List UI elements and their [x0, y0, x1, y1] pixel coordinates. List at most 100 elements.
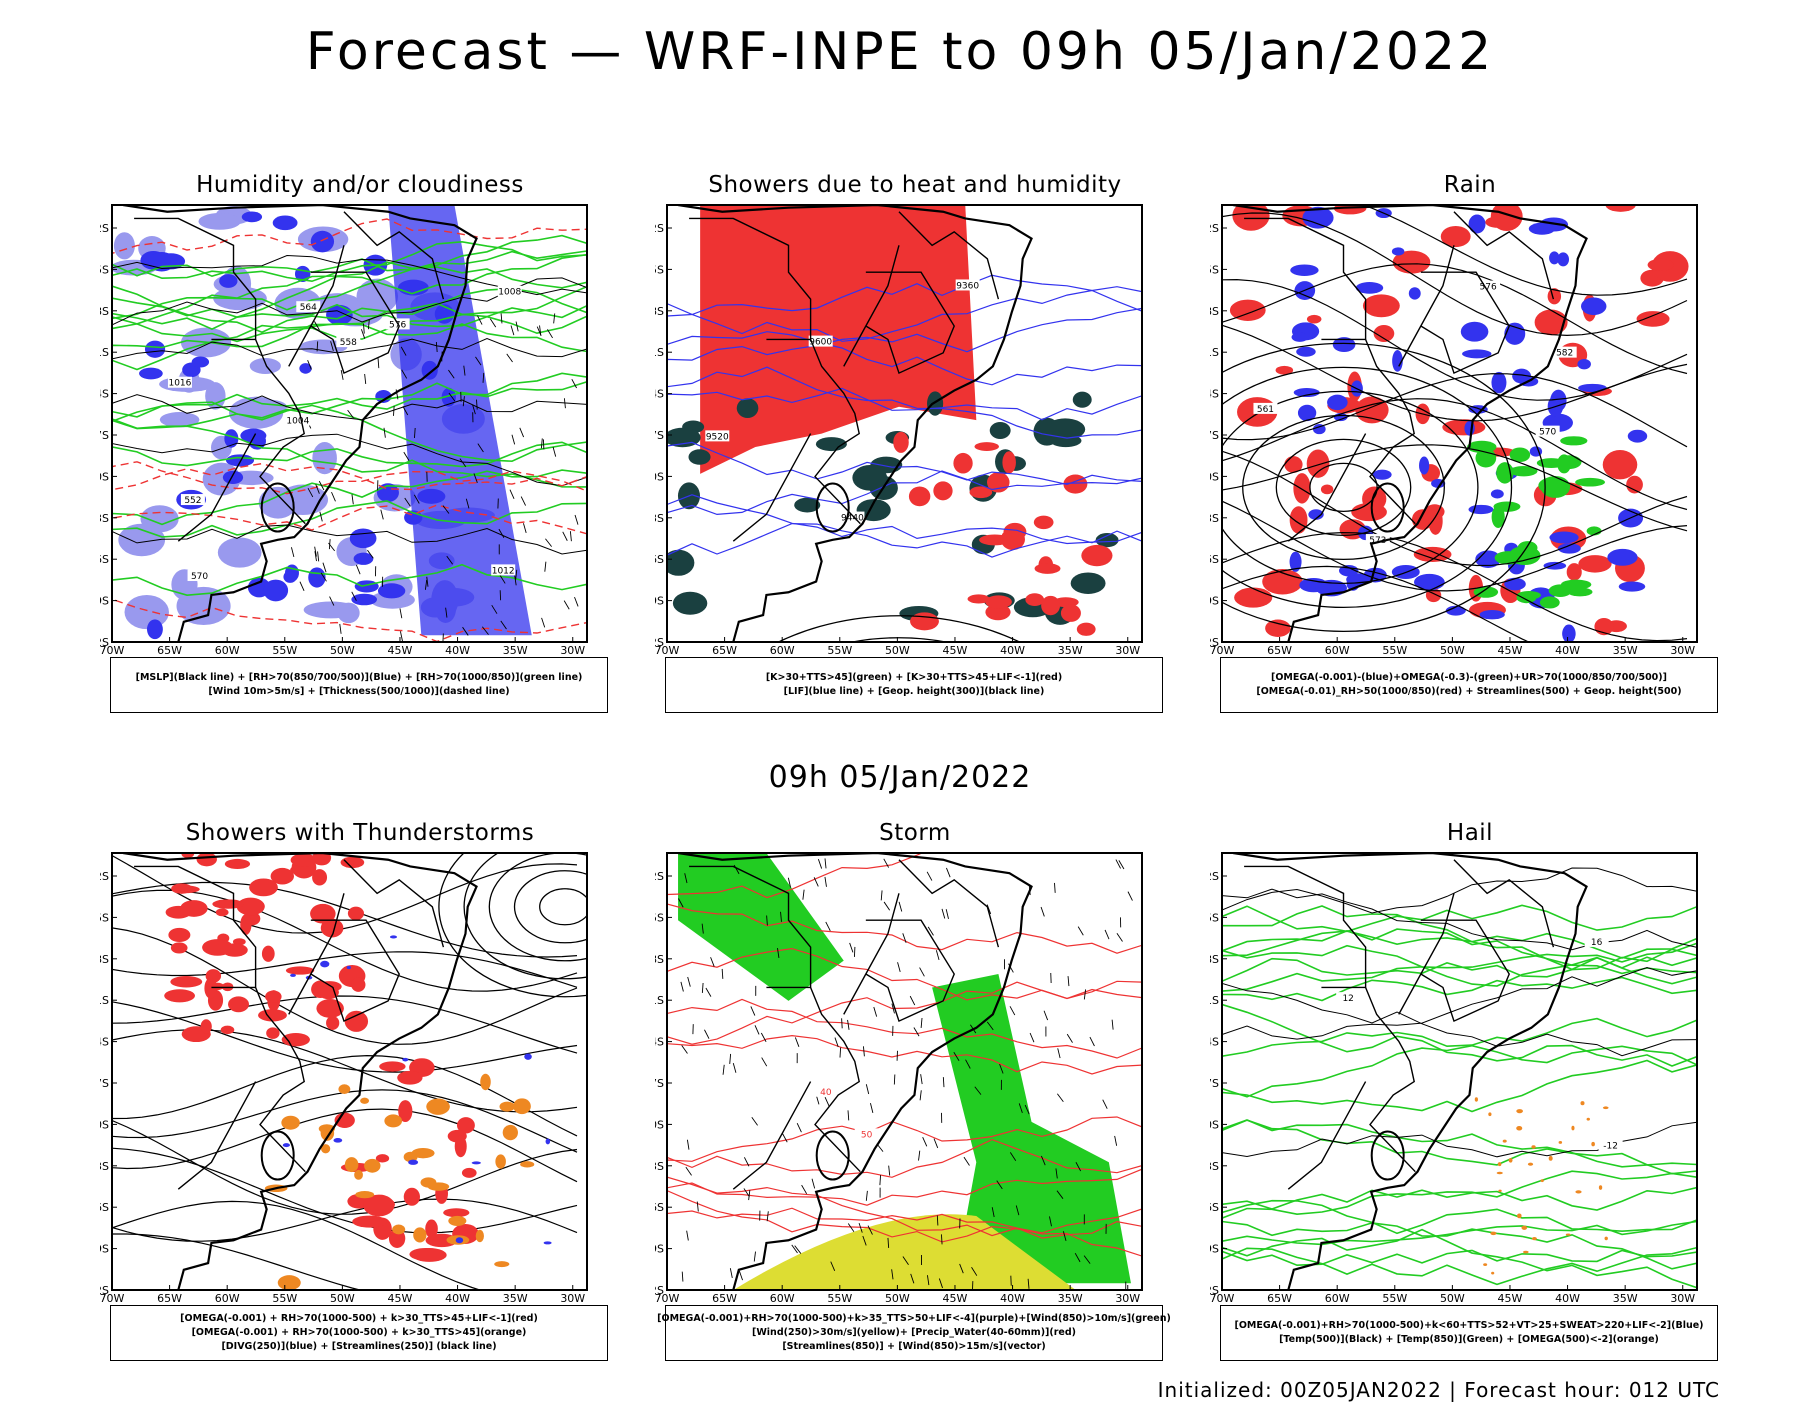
thunderstorm-area — [240, 914, 251, 935]
omega-red-area — [1626, 476, 1643, 494]
omega-red-area — [1293, 473, 1310, 503]
omega-blue-area — [1491, 489, 1504, 498]
rh-area — [145, 341, 165, 358]
omega-500-spot — [1516, 1109, 1523, 1113]
instability-area — [338, 1084, 350, 1094]
lon-tick-label: 35W — [1613, 644, 1638, 655]
omega-blue-area — [1562, 625, 1575, 643]
legend-box: [OMEGA(-0.001) + RH>70(1000-500) + k>30_… — [110, 1305, 608, 1361]
legend-line: [MSLP](Black line) + [RH>70(850/700/500)… — [136, 671, 583, 685]
omega-blue-area — [1461, 322, 1489, 342]
lon-tick-label: 60W — [215, 1292, 240, 1303]
lat-tick-label: 33S — [1210, 1160, 1219, 1173]
lon-tick-label: 45W — [1498, 1292, 1523, 1303]
cape-area — [910, 612, 939, 630]
contour-label: 40 — [820, 1088, 832, 1098]
lon-tick-label: 50W — [330, 644, 355, 655]
rh-light-area — [250, 358, 281, 374]
lat-tick-label: 12S — [655, 870, 664, 883]
contour-label: 1008 — [498, 288, 521, 298]
panel-title: Humidity and/or cloudiness — [100, 172, 620, 198]
omega-blue-area — [1491, 372, 1506, 393]
thunderstorm-area — [180, 900, 207, 917]
omega-green-area — [1560, 436, 1587, 445]
contour-label: 582 — [1556, 349, 1573, 359]
omega-500-spot — [1491, 1272, 1494, 1275]
legend-line: [OMEGA(-0.001) + RH>70(1000-500) + k>30_… — [192, 1326, 527, 1340]
thunderstorm-area — [266, 1027, 279, 1039]
contour-label: 552 — [184, 496, 201, 506]
omega-500-spot — [1490, 1232, 1496, 1236]
omega-500-spot — [1509, 1158, 1513, 1163]
omega-blue-area — [1549, 532, 1578, 544]
omega-blue-area — [1414, 574, 1445, 590]
thunderstorm-area — [286, 966, 314, 974]
legend-box: [MSLP](Black line) + [RH>70(850/700/500)… — [110, 657, 608, 713]
lon-tick-label: 30W — [1115, 644, 1140, 655]
lat-tick-label: 27S — [100, 1077, 109, 1090]
rh-area — [283, 571, 296, 583]
omega-500-spot — [1498, 1190, 1501, 1192]
rh-area — [219, 274, 237, 288]
omega-500-spot — [1523, 1251, 1529, 1254]
rh-area — [273, 215, 298, 230]
lat-tick-label: 24S — [655, 388, 664, 401]
contour-label: 570 — [1539, 428, 1556, 438]
lat-tick-label: 12S — [1210, 870, 1219, 883]
lat-tick-label: 15S — [1210, 911, 1219, 924]
lat-tick-label: 15S — [1210, 263, 1219, 276]
omega-blue-area — [1544, 562, 1567, 570]
omega-500-spot — [1603, 1106, 1609, 1109]
instability-area — [360, 1098, 369, 1104]
thunderstorm-area — [212, 899, 244, 908]
wind-arrow — [317, 341, 318, 351]
lon-tick-label: 45W — [1498, 644, 1523, 655]
lat-tick-label: 12S — [100, 222, 109, 235]
cape-area — [893, 432, 908, 453]
thunderstorm-area — [312, 869, 327, 885]
k-index-area — [737, 398, 759, 418]
k-index-area — [688, 449, 710, 464]
panel-storm: Storm 504012S15S18S21S24S27S30S33S36S39S… — [655, 820, 1175, 1390]
lat-tick-label: 36S — [1210, 1201, 1219, 1214]
thunderstorm-area — [228, 996, 249, 1012]
thunderstorm-area — [225, 859, 250, 869]
omega-blue-area — [1578, 384, 1607, 392]
divergence-spot — [544, 1241, 552, 1244]
lon-tick-label: 45W — [943, 1292, 968, 1303]
omega-500-spot — [1516, 1126, 1522, 1131]
lat-tick-label: 27S — [655, 429, 664, 442]
lon-tick-label: 35W — [1058, 644, 1083, 655]
omega-500-spot — [1531, 1145, 1535, 1148]
legend-line: [OMEGA(-0.01)_RH>50(1000/850)(red) + Str… — [1256, 685, 1681, 699]
lon-tick-label: 55W — [272, 644, 297, 655]
legend-line: [K>30+TTS>45](green) + [K>30+TTS>45+LIF<… — [766, 671, 1062, 685]
k-index-area — [1073, 392, 1092, 408]
instability-area — [345, 1157, 359, 1172]
instability-area — [494, 1261, 509, 1267]
omega-red-area — [1567, 563, 1582, 581]
legend-line: [OMEGA(-0.001) + RH>70(1000-500) + k>30_… — [180, 1312, 538, 1326]
rh-area — [378, 583, 405, 598]
rh-area — [351, 594, 377, 606]
divergence-spot — [290, 974, 296, 977]
panel-hail: Hail -12161212S15S18S21S24S27S30S33S36S3… — [1210, 820, 1730, 1390]
contour-label: 9520 — [706, 432, 729, 442]
lon-tick-label: 55W — [827, 1292, 852, 1303]
lon-tick-label: 60W — [215, 644, 240, 655]
thunderstorm-area — [462, 1168, 477, 1178]
lat-tick-label: 30S — [1210, 470, 1219, 483]
lat-tick-label: 33S — [100, 1160, 109, 1173]
instability-area — [500, 1102, 515, 1112]
lat-tick-label: 12S — [1210, 222, 1219, 235]
instability-area — [513, 1098, 531, 1114]
lon-tick-label: 70W — [655, 1292, 680, 1303]
lat-tick-label: 21S — [655, 346, 664, 359]
lon-tick-label: 65W — [1267, 644, 1292, 655]
lon-tick-label: 65W — [1267, 1292, 1292, 1303]
cape-area — [1041, 596, 1060, 615]
omega-red-area — [1648, 259, 1674, 271]
lat-tick-label: 36S — [100, 1201, 109, 1214]
cape-area — [933, 481, 952, 500]
instability-area — [354, 1170, 363, 1180]
